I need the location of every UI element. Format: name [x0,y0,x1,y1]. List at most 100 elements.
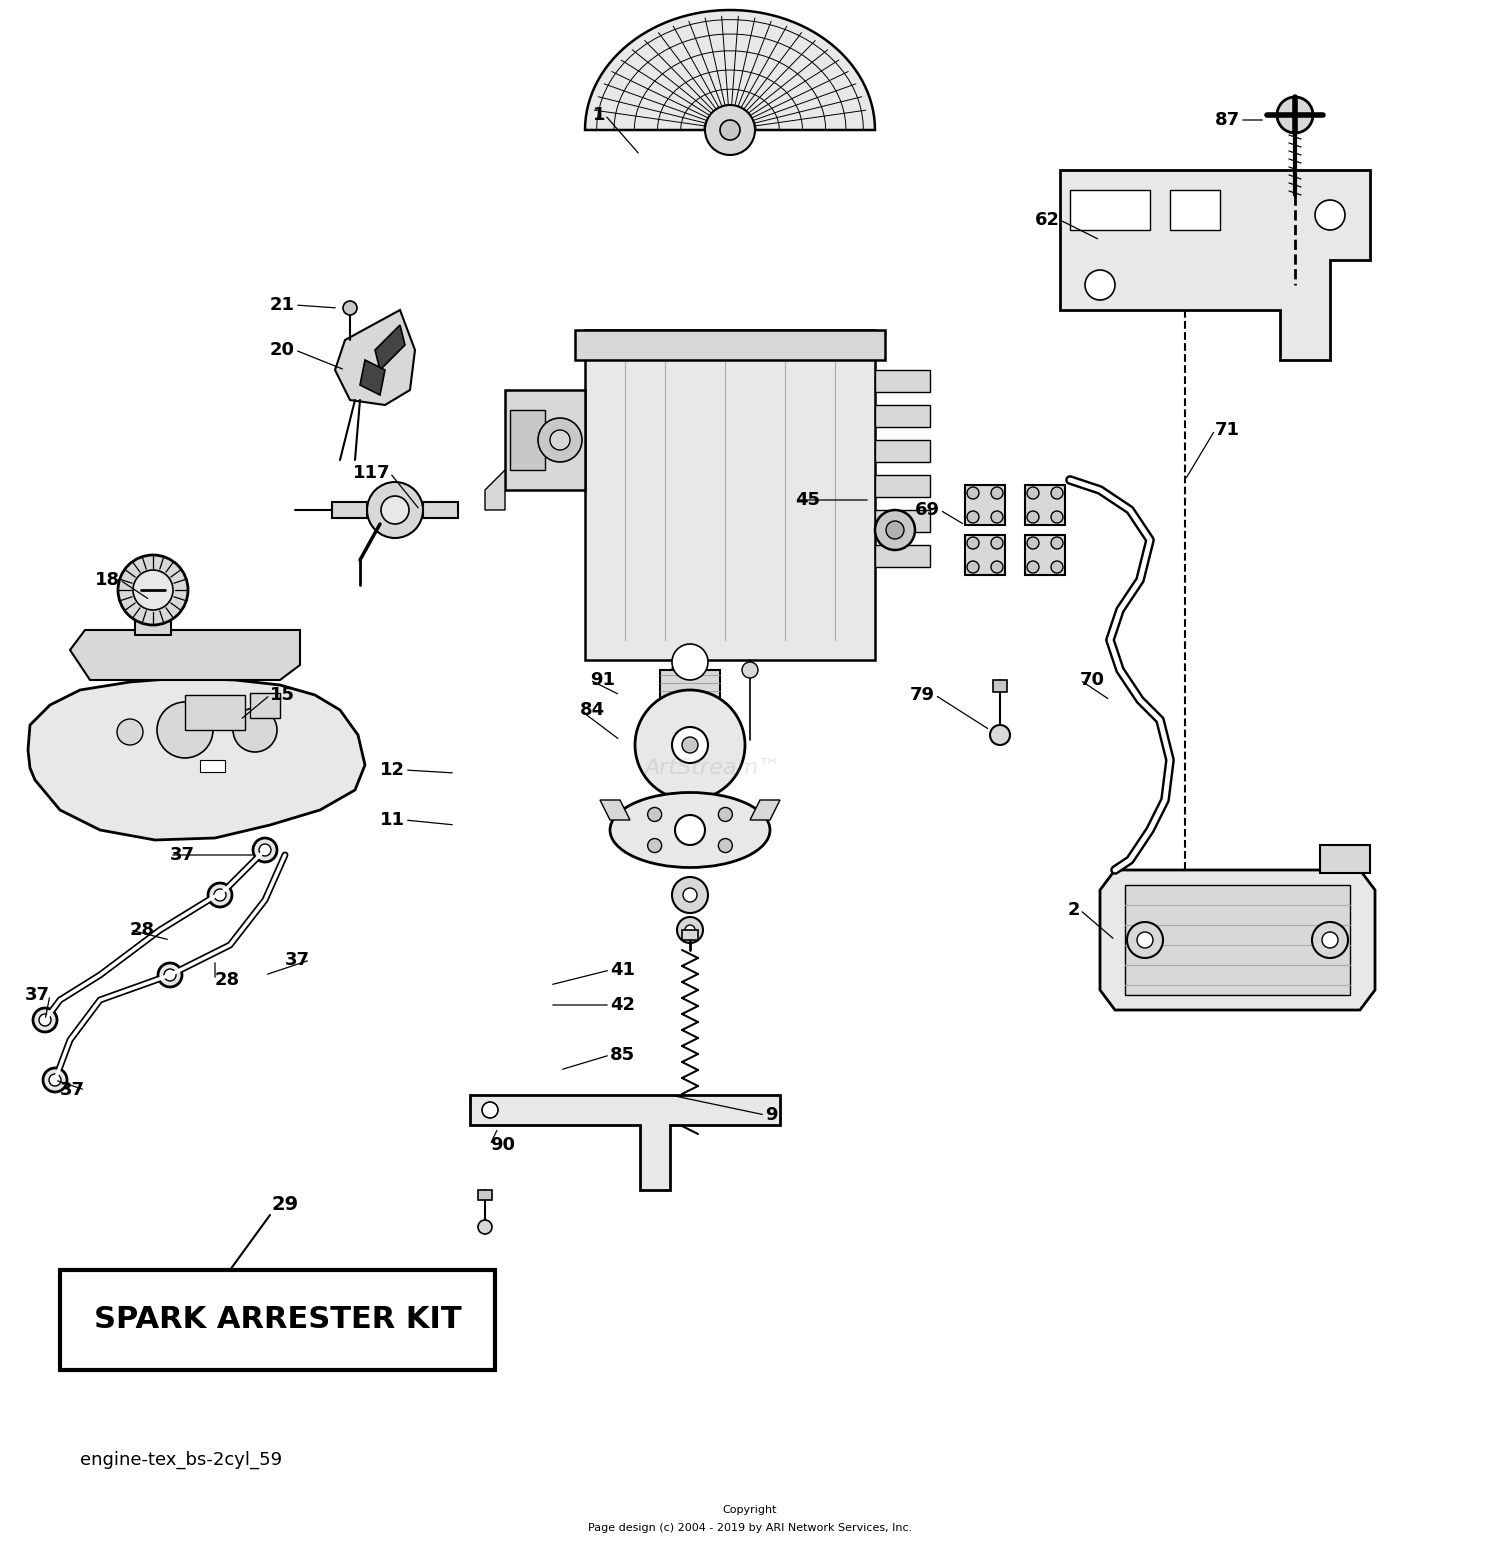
Polygon shape [1060,170,1370,360]
Circle shape [672,727,708,763]
Circle shape [886,522,904,539]
Circle shape [1028,487,1039,498]
Circle shape [648,839,662,853]
Text: engine-tex_bs-2cyl_59: engine-tex_bs-2cyl_59 [80,1451,282,1470]
Bar [585,330,874,660]
Circle shape [682,887,698,902]
Circle shape [1316,199,1346,230]
Text: 85: 85 [610,1046,634,1063]
Text: 18: 18 [94,571,120,589]
Bar [135,606,171,635]
Text: 117: 117 [352,464,390,483]
Bar [1320,845,1370,873]
Text: 15: 15 [270,687,296,704]
Circle shape [1052,511,1064,523]
Text: 20: 20 [270,341,296,360]
Circle shape [1028,511,1039,523]
Circle shape [1312,922,1348,958]
Text: 37: 37 [60,1081,86,1099]
Bar [874,441,930,462]
Circle shape [44,1068,68,1091]
Circle shape [482,1102,498,1118]
Text: 69: 69 [915,501,940,518]
Bar [964,536,1005,575]
Text: 91: 91 [590,671,615,690]
Circle shape [1052,487,1064,498]
Circle shape [254,838,278,863]
Polygon shape [585,9,874,129]
Circle shape [718,808,732,822]
Circle shape [232,708,278,752]
Bar [964,484,1005,525]
Circle shape [968,561,980,573]
Bar [874,371,930,392]
Circle shape [1028,561,1039,573]
Circle shape [672,645,708,680]
Bar [1070,190,1150,230]
Text: 2: 2 [1068,902,1080,919]
Circle shape [968,487,980,498]
Polygon shape [470,1095,780,1190]
Text: 37: 37 [285,951,310,968]
Text: 28: 28 [130,922,154,939]
Circle shape [134,570,172,610]
Circle shape [1126,922,1162,958]
Circle shape [344,301,357,315]
Circle shape [992,511,1004,523]
Bar [574,330,885,360]
Circle shape [672,877,708,912]
Bar [682,930,698,940]
Circle shape [675,814,705,845]
Circle shape [118,554,188,624]
Circle shape [648,808,662,822]
Bar [478,1190,492,1200]
Circle shape [676,917,703,944]
Circle shape [1137,933,1154,948]
Polygon shape [750,800,780,821]
Circle shape [158,702,213,758]
Text: ArtStream™: ArtStream™ [645,758,780,777]
Ellipse shape [610,793,770,867]
Polygon shape [334,310,416,405]
Circle shape [1028,537,1039,550]
Circle shape [968,537,980,550]
Circle shape [368,483,423,539]
Circle shape [720,120,740,140]
Text: Page design (c) 2004 - 2019 by ARI Network Services, Inc.: Page design (c) 2004 - 2019 by ARI Netwo… [588,1523,912,1534]
Circle shape [1052,561,1064,573]
Polygon shape [375,325,405,371]
Circle shape [1276,97,1312,132]
Bar [423,501,458,518]
Circle shape [1084,269,1114,301]
Bar [251,693,280,718]
Circle shape [117,719,142,744]
Circle shape [992,487,1004,498]
Text: 21: 21 [270,296,296,315]
Circle shape [50,1074,62,1085]
Bar [1125,884,1350,995]
Text: 41: 41 [610,961,634,979]
Circle shape [478,1221,492,1235]
Circle shape [686,925,694,936]
Text: 11: 11 [380,811,405,828]
Circle shape [260,844,272,856]
Bar [874,475,930,497]
Bar [510,409,544,470]
Circle shape [39,1014,51,1026]
Circle shape [1052,537,1064,550]
Circle shape [718,839,732,853]
Bar [874,511,930,532]
Polygon shape [28,677,364,839]
Circle shape [990,726,1010,744]
Text: 12: 12 [380,761,405,778]
Text: SPARK ARRESTER KIT: SPARK ARRESTER KIT [93,1305,462,1334]
Circle shape [672,662,688,677]
Circle shape [992,561,1004,573]
Circle shape [968,511,980,523]
Circle shape [164,968,176,981]
Circle shape [742,662,758,677]
Text: 71: 71 [1215,420,1240,439]
Circle shape [381,497,410,525]
Circle shape [158,962,182,987]
Text: 9: 9 [765,1105,777,1124]
